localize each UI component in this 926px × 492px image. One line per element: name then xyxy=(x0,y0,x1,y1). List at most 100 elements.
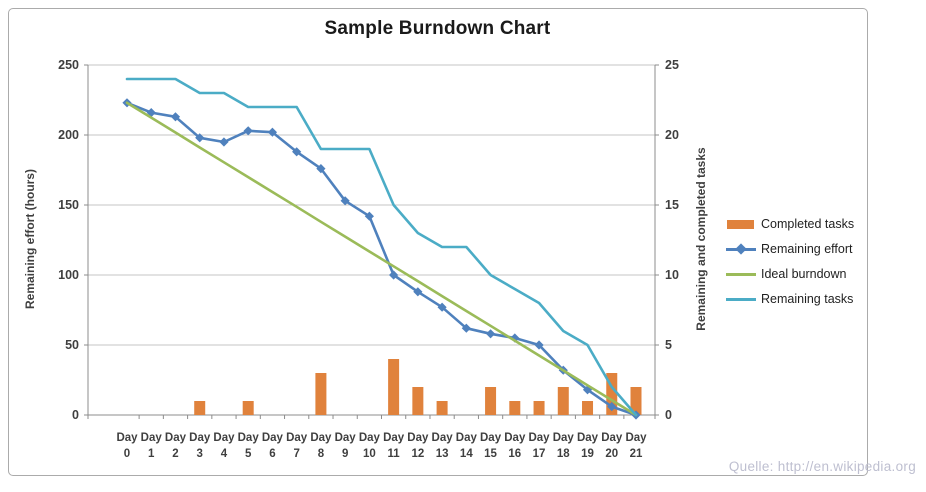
remaining-effort-marker xyxy=(340,196,350,206)
remaining-effort-marker xyxy=(243,126,253,136)
watermark-source-text: Quelle: http://en.wikipedia.org xyxy=(728,459,916,474)
remaining-tasks-line xyxy=(125,77,638,417)
remaining-effort-marker xyxy=(534,340,544,350)
x-axis-label-number: 18 xyxy=(557,448,570,460)
remaining-effort-marker xyxy=(195,133,205,143)
right-axis-tick-label: 25 xyxy=(665,58,679,72)
legend-item-remaining-effort: Remaining effort xyxy=(726,236,854,261)
legend-swatch xyxy=(726,268,756,280)
left-axis-tick-label: 0 xyxy=(72,408,79,422)
x-axis-label-word: Day xyxy=(189,432,211,444)
x-axis-label-word: Day xyxy=(625,432,647,444)
remaining-effort-marker xyxy=(389,270,399,280)
chart-frame xyxy=(8,8,868,476)
completed-tasks-bar xyxy=(388,359,400,415)
legend-label: Completed tasks xyxy=(761,216,855,231)
legend: Completed tasks Remaining effort Ideal bur… xyxy=(726,211,854,311)
x-axis-label-word: Day xyxy=(383,432,405,444)
x-axis-label-number: 9 xyxy=(342,448,348,460)
remaining-effort-marker xyxy=(316,164,326,174)
right-axis-tick-label: 20 xyxy=(665,128,679,142)
remaining-effort-marker xyxy=(267,127,278,137)
legend-label: Remaining tasks xyxy=(761,291,854,306)
x-axis-label-word: Day xyxy=(577,432,599,444)
x-axis-label-number: 21 xyxy=(630,448,643,460)
remaining-effort-marker xyxy=(364,211,374,221)
x-axis-label-number: 2 xyxy=(172,448,178,460)
x-axis-label-number: 4 xyxy=(221,448,228,460)
remaining-effort-marker xyxy=(461,323,471,333)
completed-tasks-bar xyxy=(436,401,448,415)
x-axis-label-number: 6 xyxy=(269,448,275,460)
x-axis-label-number: 1 xyxy=(148,448,155,460)
x-axis-label-number: 17 xyxy=(533,448,546,460)
completed-tasks-bar xyxy=(606,373,618,415)
right-axis-tick-label: 5 xyxy=(665,338,672,352)
x-axis-label-number: 10 xyxy=(363,448,376,460)
bar-swatch-icon xyxy=(727,219,754,229)
x-axis-label-number: 12 xyxy=(411,448,424,460)
diamond-marker-icon xyxy=(735,242,747,255)
left-axis-title: Remaining effort (hours) xyxy=(23,169,37,309)
completed-tasks-bar xyxy=(533,401,545,415)
x-axis-label-number: 3 xyxy=(197,448,203,460)
x-axis-label-word: Day xyxy=(504,432,526,444)
left-axis-tick-label: 250 xyxy=(58,58,79,72)
x-axis-label-word: Day xyxy=(310,432,332,444)
legend-label: Ideal burndown xyxy=(761,266,847,281)
x-axis-label-word: Day xyxy=(456,432,478,444)
remaining-effort-marker xyxy=(292,147,302,157)
x-axis-label-word: Day xyxy=(407,432,429,444)
remaining-effort-marker xyxy=(219,137,229,147)
line-swatch-icon xyxy=(726,272,756,276)
completed-tasks-bar xyxy=(412,387,424,415)
x-axis-label-word: Day xyxy=(286,432,308,444)
x-axis-label-word: Day xyxy=(165,432,187,444)
x-axis-label-number: 8 xyxy=(318,448,325,460)
left-axis-tick-label: 150 xyxy=(58,198,79,212)
x-axis-label-word: Day xyxy=(528,432,550,444)
remaining-effort-marker xyxy=(170,112,181,122)
remaining-effort-marker xyxy=(413,287,423,297)
remaining-effort-marker xyxy=(607,402,617,412)
legend-item-remaining-tasks: Remaining tasks xyxy=(726,286,854,311)
left-axis-tick-label: 50 xyxy=(65,338,79,352)
x-axis-label-number: 13 xyxy=(436,448,449,460)
legend-label: Remaining effort xyxy=(761,241,853,256)
remaining-effort-line xyxy=(125,101,638,417)
left-axis-tick-label: 100 xyxy=(58,268,79,282)
x-axis-label-number: 20 xyxy=(605,448,618,460)
completed-tasks-bar xyxy=(242,401,254,415)
remaining-effort-marker xyxy=(437,302,447,312)
x-axis-label-word: Day xyxy=(432,432,454,444)
completed-tasks-bar xyxy=(509,401,521,415)
x-axis-label-number: 11 xyxy=(388,448,401,460)
x-axis-label-number: 7 xyxy=(293,448,299,460)
completed-tasks-bar xyxy=(194,401,206,415)
remaining-effort-marker xyxy=(582,385,593,395)
x-axis-label-word: Day xyxy=(359,432,381,444)
legend-item-completed-tasks: Completed tasks xyxy=(726,211,854,236)
completed-tasks-bar xyxy=(315,373,327,415)
x-axis-label-word: Day xyxy=(480,432,502,444)
x-axis-label-number: 16 xyxy=(508,448,521,460)
legend-item-ideal-burndown: Ideal burndown xyxy=(726,261,854,286)
legend-swatch xyxy=(726,293,756,305)
completed-tasks-bar xyxy=(582,401,594,415)
chart-title: Sample Burndown Chart xyxy=(324,18,551,39)
x-axis-label-word: Day xyxy=(238,432,260,444)
x-axis-label-number: 15 xyxy=(484,448,497,460)
x-axis-label-number: 5 xyxy=(245,448,252,460)
right-axis-tick-label: 0 xyxy=(665,408,672,422)
left-axis-tick-label: 200 xyxy=(58,128,79,142)
ideal-burndown-line xyxy=(125,101,638,417)
right-axis-tick-label: 10 xyxy=(665,268,679,282)
x-axis-label-number: 0 xyxy=(124,448,130,460)
right-axis-tick-label: 15 xyxy=(665,198,679,212)
x-axis-label-number: 14 xyxy=(460,448,473,460)
completed-tasks-bar xyxy=(485,387,497,415)
legend-swatch xyxy=(726,218,756,230)
x-axis-label-word: Day xyxy=(262,432,284,444)
x-axis-label-word: Day xyxy=(335,432,357,444)
